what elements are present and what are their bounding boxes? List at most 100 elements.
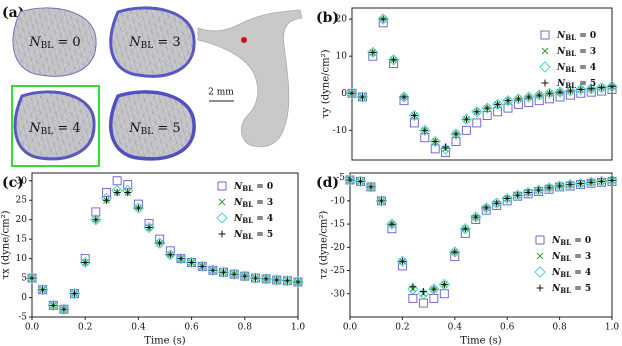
marker	[377, 13, 389, 25]
y-tick-label: 20	[16, 215, 28, 225]
marker	[293, 277, 303, 287]
marker	[501, 192, 513, 205]
legend-label: NBL = 0	[233, 182, 273, 194]
marker	[585, 176, 597, 188]
marker	[164, 249, 176, 261]
marker	[574, 178, 587, 190]
marker	[540, 30, 550, 40]
marker	[249, 272, 262, 284]
marker	[587, 85, 595, 93]
marker	[347, 88, 357, 98]
y-tick-label: -20	[331, 243, 346, 253]
marker	[577, 86, 585, 94]
marker	[346, 87, 358, 99]
marker	[216, 212, 228, 224]
probe-point	[241, 37, 247, 43]
marker	[587, 178, 595, 186]
marker	[175, 252, 187, 265]
marker	[47, 299, 59, 311]
marker	[376, 196, 386, 206]
legend-label: NBL = 5	[556, 79, 596, 91]
marker	[218, 230, 226, 238]
marker	[102, 196, 110, 204]
marker	[271, 274, 283, 286]
x-tick-label: 0.0	[25, 323, 40, 333]
marker	[113, 188, 121, 196]
panel-label: (b)	[316, 10, 339, 26]
mesh	[109, 90, 196, 161]
marker	[209, 266, 217, 274]
marker	[239, 270, 251, 282]
marker	[219, 267, 228, 277]
marker	[461, 125, 471, 135]
marker	[273, 276, 281, 284]
marker	[514, 191, 522, 199]
marker	[541, 47, 549, 55]
marker	[407, 283, 419, 295]
x-axis-label: Time (s)	[144, 336, 185, 346]
marker	[514, 95, 522, 103]
marker	[102, 188, 111, 197]
marker	[470, 211, 482, 223]
legend-label: NBL = 3	[556, 47, 596, 59]
marker	[379, 15, 387, 23]
marker	[543, 182, 555, 194]
y-tick-label: -10	[333, 126, 348, 136]
marker	[534, 266, 546, 278]
marker	[564, 178, 576, 191]
marker	[460, 113, 473, 125]
panel-a: (a) 2 mm	[2, 5, 303, 167]
marker	[481, 102, 493, 114]
marker	[575, 83, 587, 96]
marker	[365, 181, 377, 193]
vessel	[197, 9, 303, 148]
marker	[145, 223, 153, 231]
marker	[523, 91, 535, 103]
marker	[462, 115, 470, 123]
marker	[543, 87, 556, 99]
marker	[79, 256, 91, 269]
marker	[408, 109, 421, 122]
marker	[418, 298, 428, 308]
marker	[68, 288, 81, 300]
marker	[396, 255, 409, 267]
marker	[417, 288, 429, 300]
marker	[595, 175, 608, 187]
marker	[272, 275, 282, 285]
marker	[408, 293, 418, 303]
legend-label: NBL = 0	[556, 31, 596, 43]
y-tick-label: 0	[341, 89, 347, 99]
y-tick-label: -5	[336, 173, 345, 183]
highlight-box	[11, 85, 100, 167]
marker	[556, 182, 564, 190]
marker	[154, 237, 166, 249]
legend-label: NBL = 5	[233, 230, 273, 242]
marker	[282, 276, 292, 286]
marker	[472, 118, 482, 128]
marker	[281, 275, 293, 287]
marker	[480, 202, 492, 214]
mesh-label: NBL = 4	[28, 121, 80, 137]
marker	[187, 258, 197, 267]
marker	[387, 54, 400, 66]
x-axis-label: Time (s)	[460, 336, 501, 346]
plot-frame	[31, 172, 299, 318]
marker	[491, 197, 503, 209]
marker	[577, 180, 585, 188]
marker	[356, 91, 369, 103]
marker	[451, 248, 459, 256]
y-tick-label: -5	[18, 313, 27, 323]
marker	[472, 213, 480, 221]
x-tick-label: 0.6	[184, 323, 199, 333]
marker	[220, 268, 228, 276]
marker	[354, 175, 367, 187]
marker	[450, 128, 462, 140]
x-tick-label: 0.2	[395, 323, 409, 333]
marker	[585, 83, 597, 95]
panel-label: (d)	[316, 175, 339, 191]
y-axis-label: τy (dyne/cm²)	[321, 49, 332, 118]
y-axis-label: τz (dyne/cm²)	[319, 211, 330, 280]
marker	[533, 184, 545, 196]
marker	[241, 272, 249, 280]
marker	[598, 84, 606, 92]
